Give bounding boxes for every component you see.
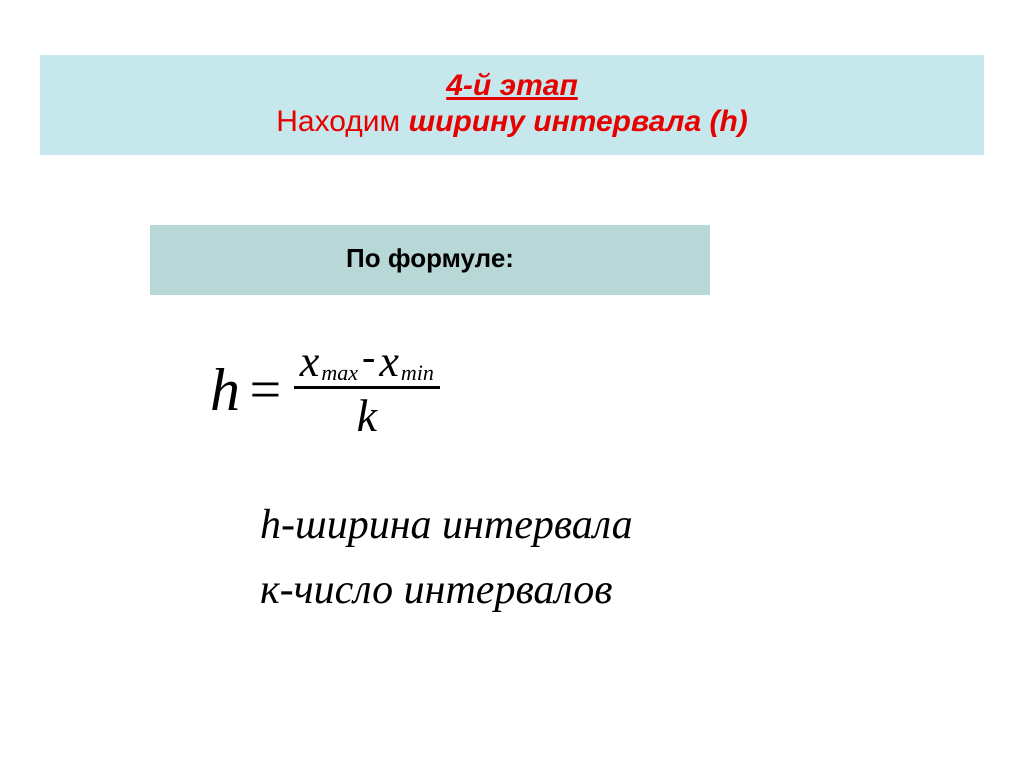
formula-label-band: По формуле: [150, 225, 710, 295]
num-minus: - [362, 334, 375, 379]
equation-fraction: xmax-xmin k [294, 340, 440, 439]
description-k: к-число интервалов [260, 565, 612, 615]
num-x1: x [300, 337, 320, 386]
equation-lhs: h [210, 360, 240, 420]
description-h: h-ширина интервала [260, 500, 633, 550]
num-x2: x [379, 337, 399, 386]
slide: 4-й этап Находим ширину интервала (h) По… [0, 0, 1024, 768]
stage-subtitle: Находим ширину интервала (h) [40, 105, 984, 139]
num-sub2: min [401, 360, 434, 385]
stage-title: 4-й этап [40, 69, 984, 103]
num-sub1: max [321, 360, 358, 385]
equation-equals: = [246, 362, 284, 418]
equation-row: h = xmax-xmin k [210, 340, 440, 439]
fraction-denominator: k [357, 389, 377, 439]
fraction-numerator: xmax-xmin [294, 340, 440, 389]
subtitle-plain: Находим [276, 105, 408, 138]
formula-label: По формуле: [150, 243, 710, 274]
formula-equation: h = xmax-xmin k [210, 340, 440, 439]
header-band: 4-й этап Находим ширину интервала (h) [40, 55, 984, 155]
subtitle-emph: ширину интервала (h) [408, 105, 747, 138]
